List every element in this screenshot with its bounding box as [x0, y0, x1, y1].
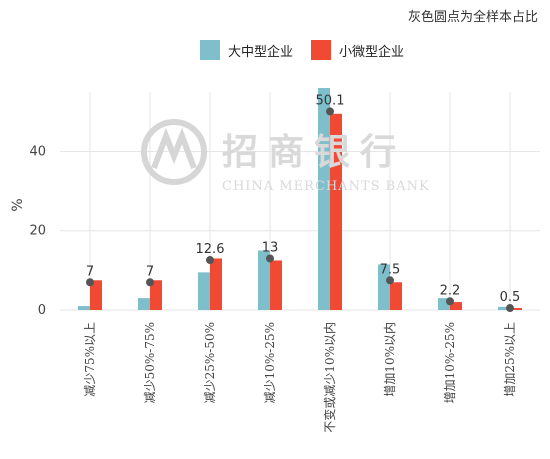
bar-small-micro [210, 258, 222, 310]
chart-note: 灰色圆点为全样本占比 [407, 10, 538, 25]
bar-small-micro [390, 282, 402, 310]
bar-large-medium [318, 88, 330, 310]
legend-label-small-micro: 小微型企业 [339, 44, 405, 60]
overall-dot [506, 304, 514, 313]
legend-swatch-large-medium [200, 40, 220, 60]
bar-small-micro [450, 302, 462, 310]
overall-dot [146, 278, 154, 287]
bar-small-micro [330, 113, 342, 310]
overall-dot [266, 254, 274, 263]
legend-label-large-medium: 大中型企业 [228, 44, 294, 60]
x-tick-label: 增加10%-25% [443, 322, 457, 403]
dot-value-label: 50.1 [316, 93, 345, 108]
bar-small-micro [90, 280, 102, 310]
dot-value-label: 7 [86, 264, 94, 279]
bar-large-medium [438, 298, 450, 310]
y-axis-label: % [10, 198, 26, 211]
dot-value-label: 13 [262, 240, 279, 255]
bar-large-medium [258, 250, 270, 310]
legend: 大中型企业 小微型企业 [200, 40, 404, 60]
legend-item-small-micro: 小微型企业 [311, 40, 404, 60]
y-tick-label: 40 [29, 144, 46, 159]
dot-value-label: 7 [146, 264, 154, 279]
overall-dot [206, 256, 214, 265]
dot-value-label: 0.5 [500, 290, 521, 305]
x-tick-label: 增加10%以内 [383, 322, 397, 397]
x-tick-label: 不变或减少10%以内 [322, 322, 337, 433]
y-tick-label: 0 [38, 303, 46, 318]
bar-large-medium [78, 306, 90, 310]
dot-layer [86, 107, 514, 313]
label-layer: 7 7 12.6 13 50.1 7.5 2.2 0.5 [86, 93, 520, 305]
overall-dot [86, 278, 94, 287]
dot-value-label: 7.5 [380, 262, 401, 277]
legend-swatch-small-micro [311, 40, 332, 60]
y-tick-label: 20 [29, 224, 46, 239]
axis-layer: 0 20 40% 减少75%以上 减少50%-75% 减少25%-50% 减少10%-25%… [10, 144, 517, 432]
overall-dot [446, 297, 454, 306]
x-tick-label: 减少75%以上 [83, 322, 97, 397]
legend-item-large-medium: 大中型企业 [200, 40, 293, 60]
bar-small-micro [150, 280, 162, 310]
dot-value-label: 2.2 [440, 283, 461, 298]
bar-small-micro [270, 260, 282, 310]
x-tick-label: 增加25%以上 [503, 322, 517, 397]
overall-dot [326, 107, 334, 116]
x-tick-label: 减少25%-50% [203, 322, 217, 403]
bar-large-medium [138, 298, 150, 310]
x-tick-label: 减少10%-25% [263, 322, 277, 403]
bar-small-micro [510, 308, 522, 310]
bar-large-medium [198, 272, 210, 310]
x-tick-label: 减少50%-75% [143, 322, 157, 403]
grid-layer [60, 92, 540, 311]
bar-large-medium [378, 264, 390, 310]
bar-large-medium [498, 306, 510, 310]
bar-layer [78, 88, 522, 310]
dot-value-label: 12.6 [196, 242, 225, 257]
overall-dot [386, 276, 394, 285]
